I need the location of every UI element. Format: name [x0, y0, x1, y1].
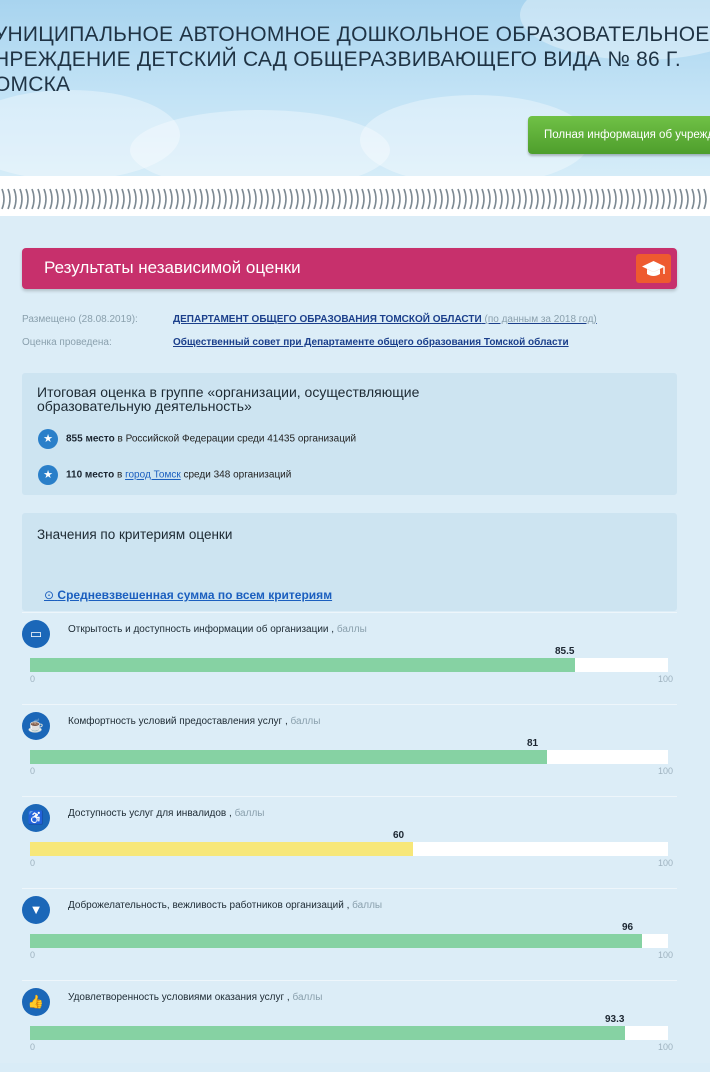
criterion-label: Доброжелательность, вежливость работнико… [68, 900, 382, 911]
total-score-panel: Итоговая оценка в группе «организации, о… [22, 373, 677, 495]
organization-title: УНИЦИПАЛЬНОЕ АВТОНОМНОЕ ДОШКОЛЬНОЕ ОБРАЗ… [0, 23, 710, 96]
scale-min-label: 0 [30, 1042, 36, 1052]
criterion-row: 👍 Удовлетворенность условиями оказания ус… [0, 980, 710, 1072]
posted-by-link[interactable]: ДЕПАРТАМЕНТ ОБЩЕГО ОБРАЗОВАНИЯ ТОМСКОЙ О… [173, 314, 597, 325]
score-bar-fill [30, 842, 413, 856]
chevron-down-circle-icon: ⊙ [44, 588, 55, 602]
score-bar-track [30, 1026, 668, 1040]
criterion-label: Доступность услуг для инвалидов , баллы [68, 808, 264, 819]
score-bar-track [30, 750, 668, 764]
criterion-label-text: Доброжелательность, вежливость работнико… [68, 900, 350, 911]
conducted-by-link[interactable]: Общественный совет при Департаменте обще… [173, 337, 569, 348]
thumbs-up-icon: 👍 [22, 988, 50, 1016]
tie-icon: ▼ [22, 896, 50, 924]
score-bar-track [30, 842, 668, 856]
posted-label: Размещено (28.08.2019): [22, 314, 138, 325]
weighted-sum-toggle[interactable]: ⊙ Средневзвешенная сумма по всем критери… [44, 588, 332, 602]
scale-min-label: 0 [30, 766, 36, 776]
spiral-binding-decoration [1, 188, 707, 210]
row-divider [22, 612, 677, 613]
scale-min-label: 0 [30, 950, 36, 960]
conducted-label: Оценка проведена: [22, 337, 112, 348]
criterion-unit: баллы [336, 624, 367, 635]
total-score-title: Итоговая оценка в группе «организации, о… [37, 384, 420, 414]
criterion-value: 85.5 [555, 646, 575, 657]
scale-min-label: 0 [30, 858, 36, 868]
criterion-label-text: Открытость и доступность информации об о… [68, 624, 335, 635]
criterion-row: ▼ Доброжелательность, вежливость работник… [0, 888, 710, 980]
rank-preposition: в [116, 469, 123, 481]
rank-place: 855 место [66, 433, 115, 445]
criterion-value: 81 [527, 738, 539, 749]
criterion-value: 60 [393, 830, 405, 841]
scale-min-label: 0 [30, 674, 36, 684]
scale-max-label: 100 [658, 1042, 674, 1052]
scale-max-label: 100 [658, 674, 674, 684]
criterion-row: ♿ Доступность услуг для инвалидов , баллы… [0, 796, 710, 888]
rank-region: Российской Федерации [125, 433, 235, 445]
city-link[interactable]: город Томск [125, 469, 181, 481]
score-bar-fill [30, 658, 575, 672]
criterion-row: ☕ Комфортность условий предоставления усл… [0, 704, 710, 796]
rank-count: 348 организаций [213, 469, 292, 481]
criterion-label: Комфортность условий предоставления услу… [68, 716, 320, 727]
criterion-unit: баллы [352, 900, 383, 911]
inbox-icon: ▭ [22, 620, 50, 648]
criterion-label: Удовлетворенность условиями оказания усл… [68, 992, 322, 1003]
criterion-value: 93.3 [605, 1014, 625, 1025]
rank-preposition: в [117, 433, 123, 445]
criteria-panel: Значения по критериям оценки ⊙ Средневзв… [22, 513, 677, 611]
criterion-unit: баллы [292, 992, 323, 1003]
rank-count: 41435 организаций [267, 433, 357, 445]
score-bar-fill [30, 934, 642, 948]
criterion-unit: баллы [290, 716, 321, 727]
criterion-unit: баллы [234, 808, 265, 819]
results-section-header: Результаты независимой оценки [22, 248, 677, 289]
criterion-row: ▭ Открытость и доступность информации об … [0, 612, 710, 704]
row-divider [22, 888, 677, 889]
row-divider [22, 704, 677, 705]
score-bar-fill [30, 1026, 625, 1040]
full-info-button[interactable]: Полная информация об учреждении [528, 116, 710, 154]
posted-note: (по данным за 2018 год) [484, 314, 597, 325]
row-divider [22, 796, 677, 797]
graduation-cap-icon [636, 254, 671, 283]
cup-icon: ☕ [22, 712, 50, 740]
rank-among: среди [183, 469, 211, 481]
scale-max-label: 100 [658, 766, 674, 776]
criterion-label: Открытость и доступность информации об о… [68, 624, 367, 635]
star-icon: ★ [38, 429, 58, 449]
scale-max-label: 100 [658, 950, 674, 960]
scale-max-label: 100 [658, 858, 674, 868]
weighted-sum-label[interactable]: Средневзвешенная сумма по всем критериям [57, 588, 333, 602]
rank-russia: ★ 855 место в Российской Федерации среди … [38, 429, 356, 449]
criterion-value: 96 [622, 922, 634, 933]
score-bar-track [30, 658, 668, 672]
results-title: Результаты независимой оценки [44, 258, 301, 277]
star-icon: ★ [38, 465, 58, 485]
criteria-title: Значения по критериям оценки [37, 527, 233, 542]
content-area [0, 216, 710, 1063]
row-divider [22, 980, 677, 981]
rank-among: среди [237, 433, 265, 445]
score-bar-track [30, 934, 668, 948]
wheelchair-icon: ♿ [22, 804, 50, 832]
rank-place: 110 место [66, 469, 115, 481]
score-bar-fill [30, 750, 547, 764]
criterion-label-text: Комфортность условий предоставления услу… [68, 716, 288, 727]
rank-city: ★ 110 место в город Томск среди 348 орган… [38, 465, 291, 485]
page-header: УНИЦИПАЛЬНОЕ АВТОНОМНОЕ ДОШКОЛЬНОЕ ОБРАЗ… [0, 0, 710, 176]
criterion-label-text: Доступность услуг для инвалидов , [68, 808, 232, 819]
criterion-label-text: Удовлетворенность условиями оказания усл… [68, 992, 290, 1003]
posted-by-name[interactable]: ДЕПАРТАМЕНТ ОБЩЕГО ОБРАЗОВАНИЯ ТОМСКОЙ О… [173, 314, 482, 325]
